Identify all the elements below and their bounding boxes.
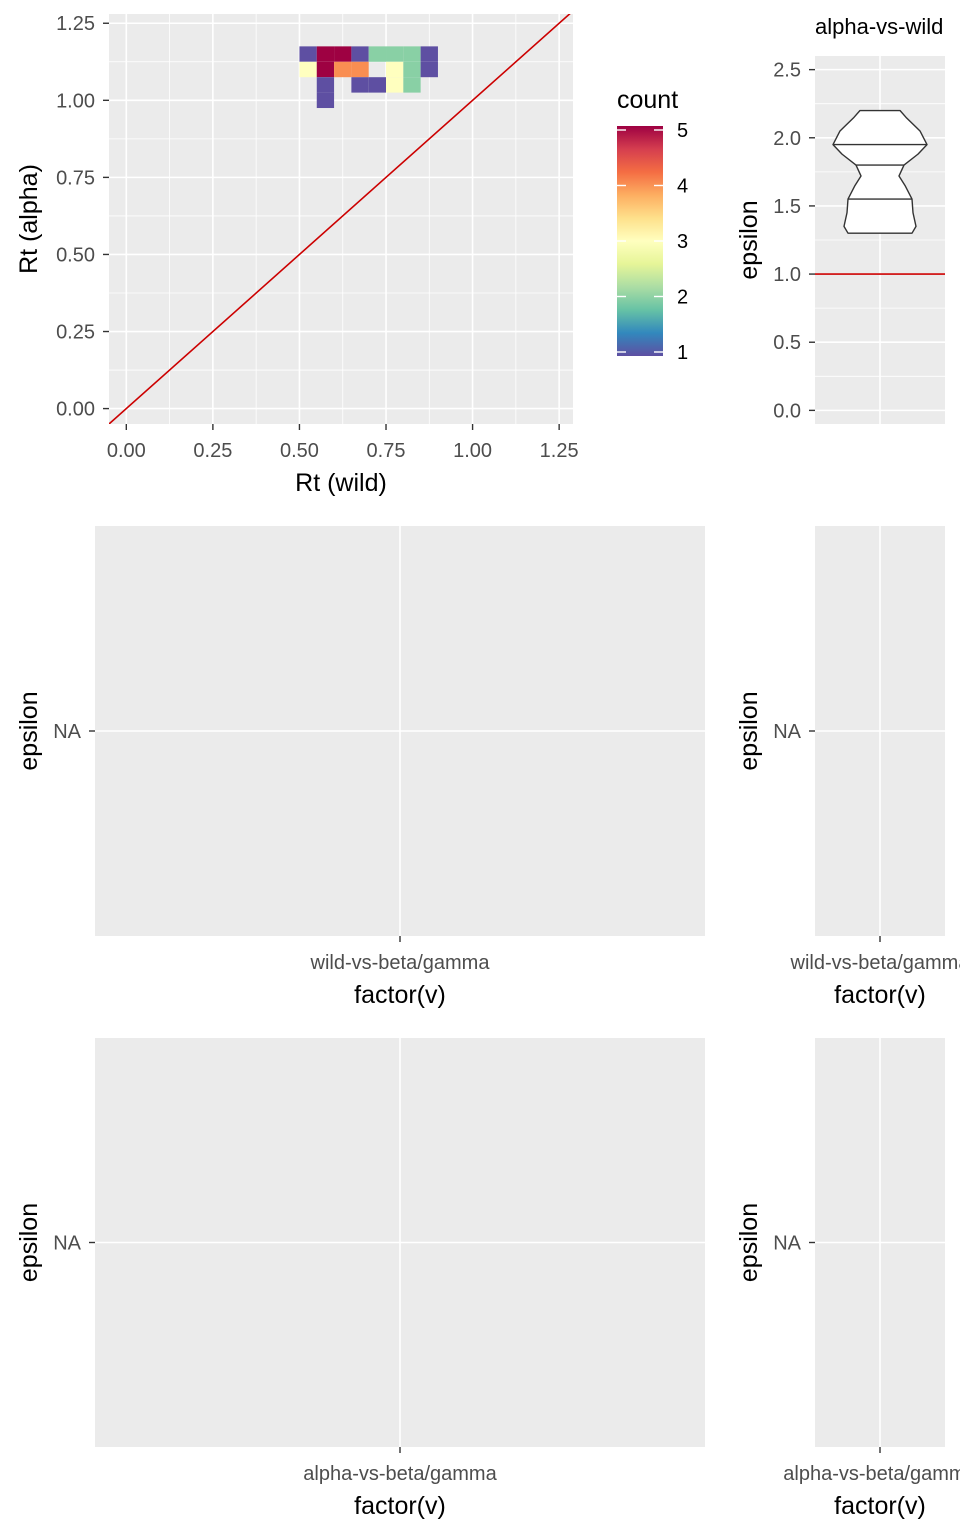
y-tick-label: 2.0 <box>773 128 801 150</box>
y-tick-label: NA <box>53 1233 81 1255</box>
x-tick-label: 0.50 <box>280 440 319 462</box>
legend-title: count <box>617 86 678 114</box>
y-tick-label: NA <box>773 1233 801 1255</box>
y-axis-title: epsilon <box>735 1203 763 1282</box>
x-axis-title: factor(v) <box>834 1492 926 1520</box>
y-tick-label: 1.5 <box>773 196 801 218</box>
heatmap-panel: 0.00 0.25 0.50 0.75 1.00 1.25 0.00 0.25 0.50 0.7… <box>15 13 579 497</box>
heatmap-x-axis-title: Rt (wild) <box>295 469 387 497</box>
identity-line <box>109 14 571 424</box>
legend-tick-label: 3 <box>677 231 688 253</box>
y-tick-label: 0.50 <box>56 244 95 266</box>
y-axis-title: epsilon <box>735 691 763 770</box>
violin-shape-group <box>832 109 928 234</box>
legend-ticks: 1 2 3 4 5 <box>617 120 688 364</box>
legend-tick-label: 5 <box>677 120 688 142</box>
y-tick-label: 1.25 <box>56 13 95 35</box>
heatmap-bin <box>368 77 387 93</box>
heatmap-x-ticks: 0.00 0.25 0.50 0.75 1.00 1.25 <box>107 424 579 462</box>
y-tick-label: 0.0 <box>773 400 801 422</box>
y-axis-title: epsilon <box>15 1203 43 1282</box>
y-tick-label: NA <box>53 721 81 743</box>
heatmap-bin <box>386 61 404 78</box>
heatmap-bin <box>386 46 404 62</box>
legend-tick-label: 1 <box>677 342 688 364</box>
violin-y-ticks: 0.0 0.5 1.0 1.5 2.0 2.5 <box>773 60 815 422</box>
y-tick-label: 1.00 <box>56 90 95 112</box>
na-panel: NA wild-vs-beta/gamma factor(v) epsilon <box>15 526 705 1009</box>
y-tick-label: 0.5 <box>773 332 801 354</box>
y-tick-label: 1.0 <box>773 264 801 286</box>
x-tick-label: 0.75 <box>367 440 406 462</box>
x-tick-label: alpha-vs-beta/gamma <box>303 1463 497 1485</box>
y-tick-label: 0.75 <box>56 167 95 189</box>
count-legend: count 1 2 3 4 5 <box>617 86 688 364</box>
x-axis-title: factor(v) <box>354 1492 446 1520</box>
x-tick-label: 1.00 <box>453 440 492 462</box>
heatmap-bin <box>334 61 352 78</box>
legend-tick-label: 4 <box>677 176 688 198</box>
x-tick-label: 0.25 <box>193 440 232 462</box>
x-tick-label: wild-vs-beta/gamma <box>310 952 491 974</box>
heatmap-bin <box>351 61 369 78</box>
heatmap-bin <box>316 77 335 93</box>
na-panels: NA wild-vs-beta/gamma factor(v) epsilon NA wi… <box>15 526 960 1520</box>
x-tick-label: 0.00 <box>107 440 146 462</box>
heatmap-bin <box>299 46 317 62</box>
y-axis-title: epsilon <box>15 691 43 770</box>
heatmap-bin <box>403 46 421 62</box>
x-tick-label: wild-vs-beta/gamma <box>790 952 960 974</box>
heatmap-bin <box>334 46 352 62</box>
na-panel: NA wild-vs-beta/gamma factor(v) epsilon <box>735 526 960 1009</box>
heatmap-bin <box>386 77 404 93</box>
violin-y-axis-title: epsilon <box>735 200 763 279</box>
na-panel: NA alpha-vs-beta/gamma factor(v) epsilon <box>15 1038 705 1520</box>
heatmap-bin <box>316 46 335 62</box>
heatmap-bin <box>316 92 335 109</box>
heatmap-bins <box>299 46 438 109</box>
violin-panel-alpha-vs-wild: alpha-vs-wild 0.0 0.5 1.0 1.5 2.0 2.5 epsilon <box>735 14 945 424</box>
y-tick-label: 2.5 <box>773 60 801 82</box>
x-axis-title: factor(v) <box>354 981 446 1009</box>
heatmap-bin <box>351 46 369 62</box>
violin-panel-title: alpha-vs-wild <box>815 14 943 39</box>
heatmap-bin <box>368 46 387 62</box>
x-tick-label: 1.25 <box>540 440 579 462</box>
y-tick-label: NA <box>773 721 801 743</box>
x-axis-title: factor(v) <box>834 981 926 1009</box>
legend-tick-label: 2 <box>677 287 688 309</box>
y-tick-label: 0.25 <box>56 322 95 344</box>
heatmap-bin <box>403 77 421 93</box>
heatmap-y-axis-title: Rt (alpha) <box>15 164 43 274</box>
y-tick-label: 0.00 <box>56 399 95 421</box>
heatmap-bin <box>351 77 369 93</box>
x-tick-label: alpha-vs-beta/gamma <box>783 1463 960 1485</box>
heatmap-bin <box>420 46 438 62</box>
heatmap-bin <box>299 61 317 78</box>
heatmap-bin <box>403 61 421 78</box>
na-panel: NA alpha-vs-beta/gamma factor(v) epsilon <box>735 1038 960 1520</box>
heatmap-y-ticks: 0.00 0.25 0.50 0.75 1.00 1.25 <box>56 13 109 421</box>
heatmap-bin <box>420 61 438 78</box>
heatmap-bin <box>316 61 335 78</box>
